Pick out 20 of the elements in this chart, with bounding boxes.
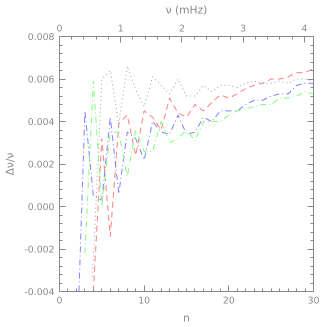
y-tick-label: -0.002 [24, 244, 55, 256]
x2-tick-label: 2 [178, 24, 185, 34]
x-tick-label: 10 [138, 296, 150, 306]
x-tick-label: 20 [222, 296, 235, 306]
x2-tick-label: 4 [301, 24, 308, 34]
x2-tick-label: 1 [118, 24, 124, 34]
y-tick-label: 0.006 [28, 74, 55, 86]
x-tick-label: 0 [56, 296, 63, 306]
x2-axis-title: ν (mHz) [166, 4, 208, 16]
x-axis-title: n [183, 312, 190, 324]
y-tick-label: 0.000 [28, 202, 55, 213]
y-tick-label: 0.004 [28, 117, 55, 128]
line-series [84, 80, 314, 254]
y-tick-label: 0.008 [28, 32, 55, 43]
x-tick-label: 30 [308, 296, 320, 306]
y-tick-label: -0.004 [24, 287, 55, 298]
x2-tick-label: 0 [56, 24, 63, 34]
x2-tick-label: 3 [240, 24, 246, 34]
y-tick-label: 0.002 [28, 160, 55, 170]
y-axis-title: Δν/ν [3, 152, 16, 176]
